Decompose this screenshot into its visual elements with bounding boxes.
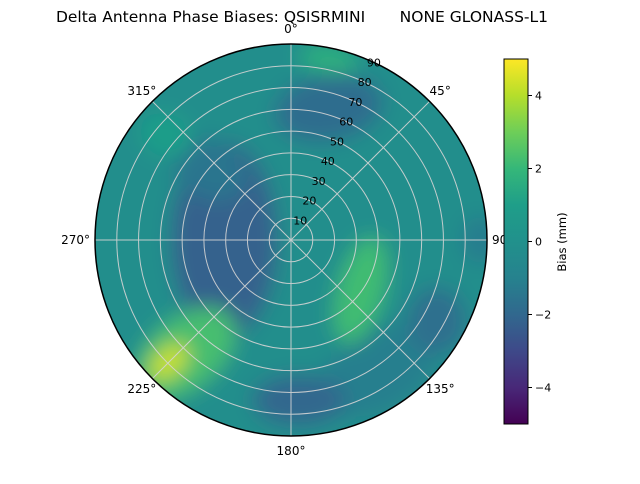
polar-outline xyxy=(94,43,488,437)
chart-title: Delta Antenna Phase Biases: QSISRMINI NO… xyxy=(56,8,548,26)
radial-tick-label: 40 xyxy=(321,155,335,168)
azimuth-label: 45° xyxy=(430,84,451,98)
radial-tick-label: 50 xyxy=(330,135,344,148)
colorbar-label: Bias (mm) xyxy=(555,212,569,271)
field-blob xyxy=(300,45,359,74)
field-blob xyxy=(333,237,388,345)
azimuth-label: 90 xyxy=(492,233,507,247)
field-blob xyxy=(252,375,347,426)
field-blob xyxy=(319,323,439,417)
colorbar xyxy=(503,58,529,425)
azimuth-label: 270° xyxy=(61,233,90,247)
azimuth-label: 225° xyxy=(127,382,156,396)
azimuth-label: 0° xyxy=(284,22,298,36)
radial-tick-label: 90 xyxy=(367,56,381,69)
polar-grid xyxy=(95,44,487,436)
azimuth-label: 315° xyxy=(127,84,156,98)
radial-tick-label: 20 xyxy=(302,195,316,208)
field-blob xyxy=(139,112,193,159)
azimuth-label: 180° xyxy=(277,444,306,458)
field-blob xyxy=(172,137,247,202)
colorbar-tick-label: 2 xyxy=(535,163,542,176)
colorbar-tick-label: −4 xyxy=(535,382,551,395)
field-blob xyxy=(274,73,384,143)
radial-tick-label: 80 xyxy=(358,76,372,89)
radial-tick-label: 30 xyxy=(312,175,326,188)
colorbar-tick-label: −2 xyxy=(535,309,551,322)
colorbar-tick-label: 0 xyxy=(535,236,542,249)
field-blob xyxy=(407,287,467,355)
colorbar-tick-label: 4 xyxy=(535,90,542,103)
radial-tick-label: 10 xyxy=(293,214,307,227)
azimuth-label: 135° xyxy=(426,382,455,396)
radial-tick-label: 70 xyxy=(348,96,362,109)
radial-tick-label: 60 xyxy=(339,116,353,129)
